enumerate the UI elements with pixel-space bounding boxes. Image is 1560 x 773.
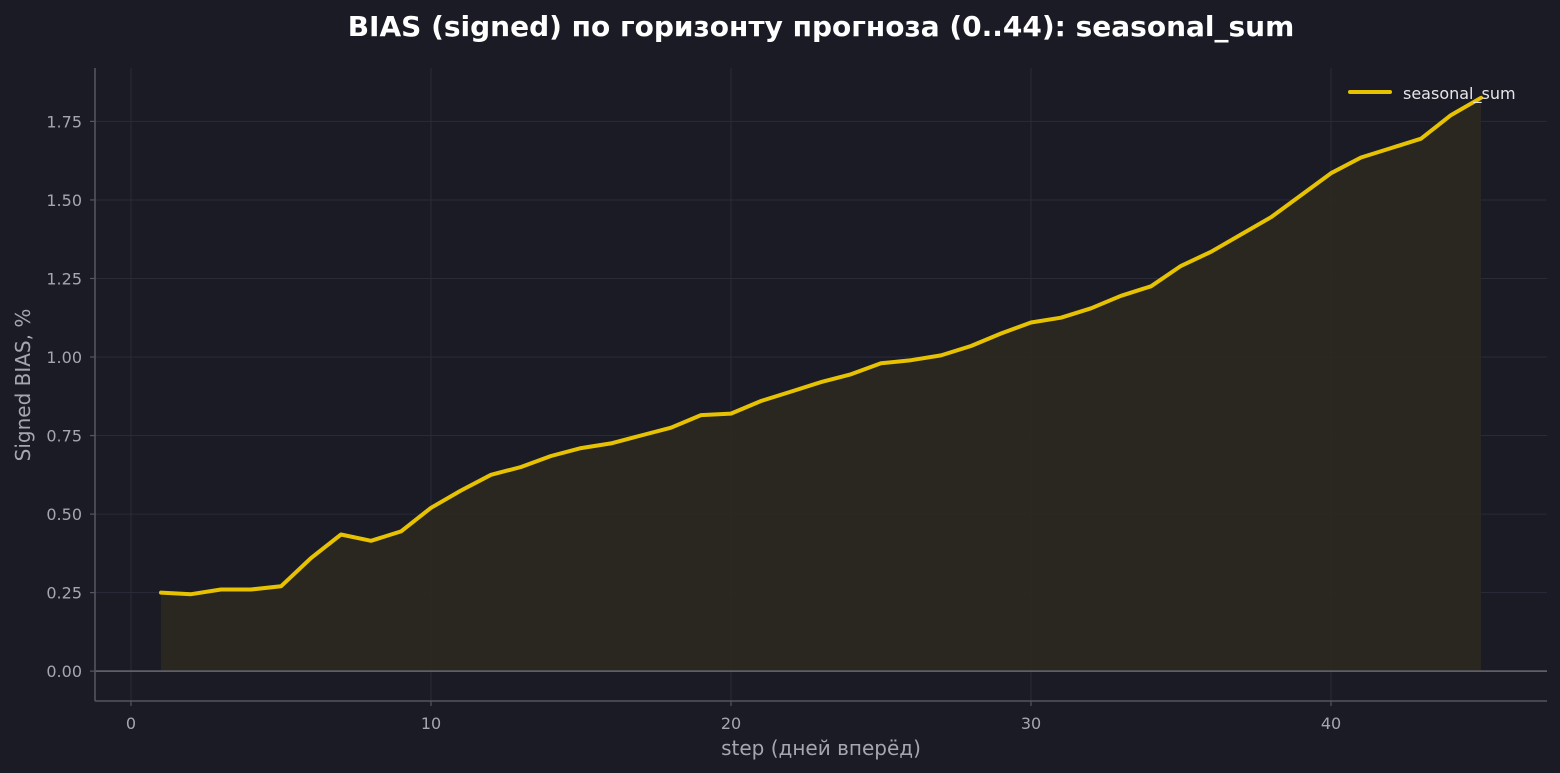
y-tick-label: 0.50 xyxy=(46,505,82,524)
x-tick-label: 0 xyxy=(126,714,136,733)
series-area-fill xyxy=(161,97,1481,672)
legend: seasonal_sum xyxy=(1348,84,1516,104)
x-tick-label: 10 xyxy=(421,714,441,733)
series-line-layer xyxy=(159,95,1483,597)
y-tick-label: 1.00 xyxy=(46,348,82,367)
legend-label-seasonal-sum: seasonal_sum xyxy=(1403,84,1516,104)
y-tick-label: 0.25 xyxy=(46,584,82,603)
y-axis-label: Signed BIAS, % xyxy=(11,309,35,462)
y-tick-label: 0.00 xyxy=(46,662,82,681)
y-axis-ticks: 0.00 0.25 0.50 0.75 1.00 1.25 1.50 1.75 xyxy=(46,112,95,681)
y-tick-label: 1.50 xyxy=(46,191,82,210)
chart-title: BIAS (signed) по горизонту прогноза (0..… xyxy=(348,10,1295,43)
x-axis-label: step (дней вперёд) xyxy=(721,736,921,760)
y-tick-label: 0.75 xyxy=(46,427,82,446)
x-tick-label: 40 xyxy=(1321,714,1341,733)
y-tick-label: 1.25 xyxy=(46,269,82,288)
area-fill-layer xyxy=(161,97,1481,672)
x-axis-ticks: 0 10 20 30 40 xyxy=(126,701,1341,733)
series-line-seasonal-sum xyxy=(159,95,1483,597)
x-tick-label: 30 xyxy=(1021,714,1041,733)
x-tick-label: 20 xyxy=(721,714,741,733)
y-tick-label: 1.75 xyxy=(46,112,82,131)
